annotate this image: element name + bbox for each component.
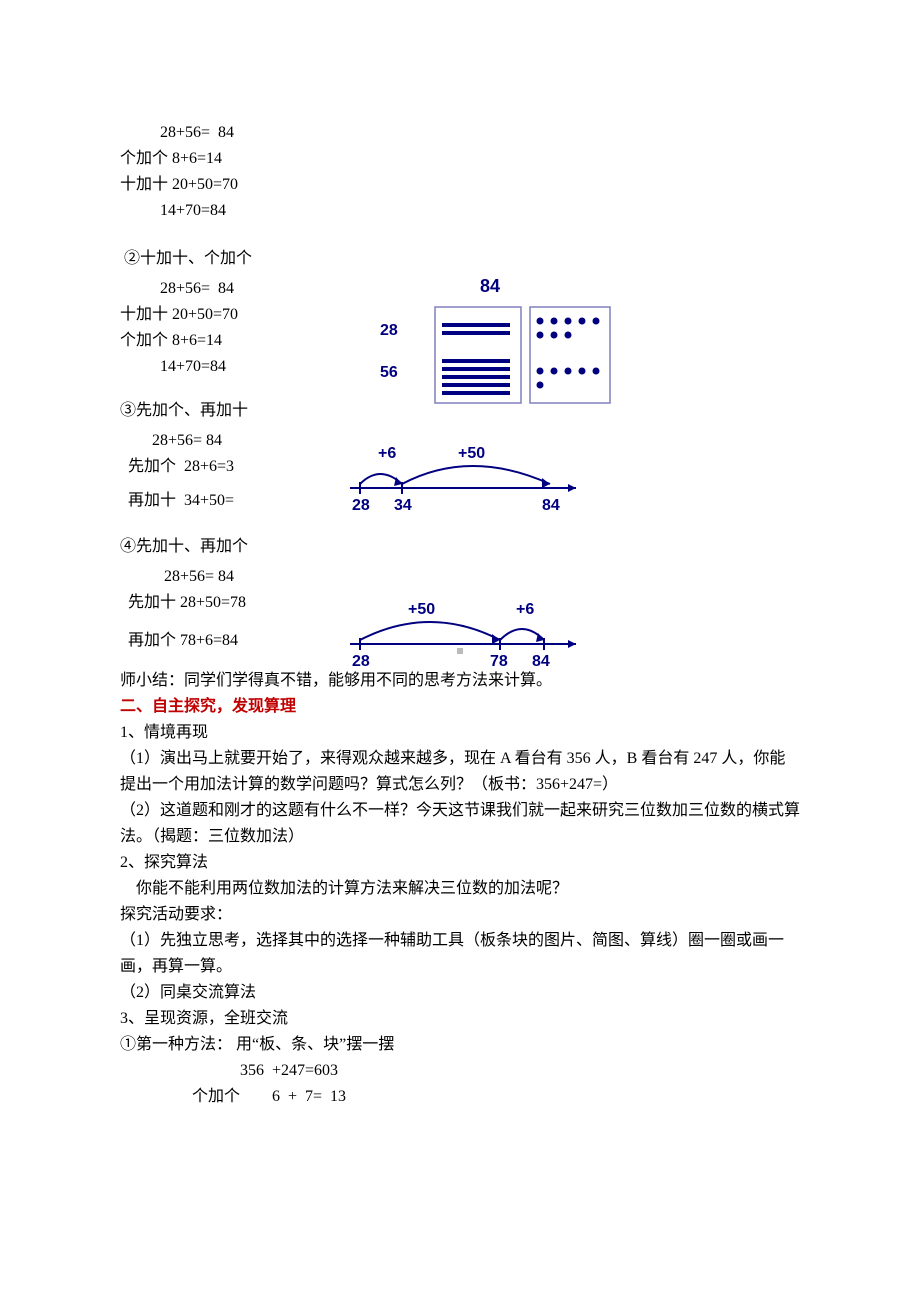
para-3: 3、呈现资源，全班交流: [120, 1006, 800, 1032]
section-heading-2: 二、自主探究，发现算理: [120, 694, 800, 720]
numberline-4: +50 +6 28 78 84: [330, 600, 590, 675]
blocks-svg: 28 56: [380, 301, 620, 409]
para-2c: （1）先独立思考，选择其中的选择一种辅助工具（板条块的图片、简图、算线）圈一圈或…: [120, 928, 800, 980]
spacer: [120, 224, 800, 246]
numberline-3: +6 +50 28 34 84: [330, 444, 590, 519]
method3-block: +6 +50 28 34 84 28+56= 84 先加个 28+6=3: [120, 428, 800, 530]
method2-title: ②十加十、个加个: [120, 246, 800, 272]
svg-text:34: 34: [394, 497, 412, 514]
para-1: 1、情境再现: [120, 720, 800, 746]
para-2d: （2）同桌交流算法: [120, 980, 800, 1006]
svg-text:28: 28: [352, 497, 370, 514]
svg-text:84: 84: [532, 653, 550, 670]
para-3a: ①第一种方法： 用“板、条、块”摆一摆: [120, 1032, 800, 1058]
label-84: 84: [380, 276, 600, 297]
method4-title: ④先加十、再加个: [120, 534, 800, 560]
svg-text:28: 28: [352, 653, 370, 670]
text-line: 28+56= 84: [120, 564, 800, 590]
svg-text:+50: +50: [458, 445, 485, 462]
svg-text:56: 56: [380, 364, 398, 381]
text-line: 十加十 20+50=70: [120, 172, 800, 198]
text-line: 个加个 8+6=14: [120, 146, 800, 172]
diagram-84-blocks: 84 28 56: [380, 276, 620, 414]
para-2: 2、探究算法: [120, 850, 800, 876]
svg-text:78: 78: [490, 653, 508, 670]
page: 28+56= 84 个加个 8+6=14 十加十 20+50=70 14+70=…: [0, 0, 920, 1302]
para-1b: （2）这道题和刚才的这题有什么不一样？今天这节课我们就一起来研究三位数加三位数的…: [120, 798, 800, 850]
svg-text:+6: +6: [516, 601, 534, 618]
para-1a: （1）演出马上就要开始了，来得观众越来越多，现在 A 看台有 356 人，B 看…: [120, 746, 800, 798]
para-3b: 356 +247=603: [120, 1058, 800, 1084]
text-line: 28+56= 84: [120, 120, 800, 146]
para-2b: 探究活动要求：: [120, 902, 800, 928]
svg-text:28: 28: [380, 322, 398, 339]
text-line: 14+70=84: [120, 198, 800, 224]
para-2a: 你能不能利用两位数加法的计算方法来解决三位数的加法呢？: [120, 876, 800, 902]
method4-block: +50 +6 28 78 84 28+56= 84 先加十 28+50=78 再…: [120, 564, 800, 664]
svg-text:84: 84: [542, 497, 560, 514]
para-3c: 个加个 6 + 7= 13: [120, 1084, 800, 1110]
method2-block: 84 28 56: [120, 276, 800, 394]
numberline4-svg: +50 +6 28 78 84: [330, 600, 590, 670]
svg-text:+6: +6: [378, 445, 396, 462]
svg-text:+50: +50: [408, 601, 435, 618]
numberline3-svg: +6 +50 28 34 84: [330, 444, 590, 514]
